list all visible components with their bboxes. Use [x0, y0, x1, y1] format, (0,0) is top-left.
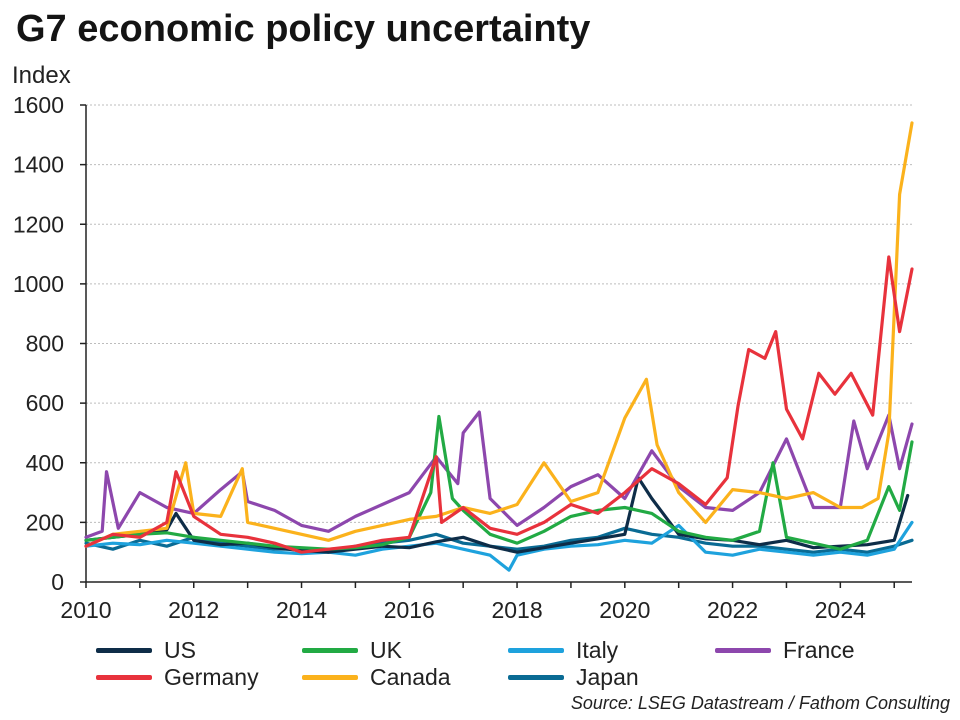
- series-line-uk: [84, 414, 914, 551]
- legend-item-italy: Italy: [508, 637, 618, 663]
- legend-item-us: US: [96, 637, 196, 663]
- legend-item-japan: Japan: [508, 664, 639, 690]
- y-tick-label: 0: [51, 569, 64, 595]
- chart-title: G7 economic policy uncertainty: [16, 8, 591, 50]
- legend-swatch: [715, 647, 771, 653]
- x-tick-label: 2024: [815, 597, 866, 623]
- legend-swatch: [96, 647, 152, 653]
- y-tick-label: 1400: [13, 152, 64, 178]
- x-tick-label: 2014: [276, 597, 327, 623]
- legend-item-germany: Germany: [96, 664, 259, 690]
- y-axis-label: Index: [12, 62, 71, 89]
- legend-item-uk: UK: [302, 637, 402, 663]
- x-tick-label: 2018: [491, 597, 542, 623]
- y-tick-label: 200: [26, 509, 64, 535]
- legend-label: Canada: [370, 663, 451, 690]
- y-tick-label: 1200: [13, 211, 64, 237]
- legend-label: US: [164, 636, 196, 663]
- legend-swatch: [96, 674, 152, 680]
- legend-item-canada: Canada: [302, 664, 451, 690]
- legend-swatch: [508, 647, 564, 653]
- legend-label: France: [783, 636, 855, 663]
- y-tick-label: 1600: [13, 92, 64, 118]
- legend-label: Germany: [164, 663, 259, 690]
- legend-item-france: France: [715, 637, 855, 663]
- series-line-germany: [84, 255, 914, 554]
- x-tick-label: 2012: [168, 597, 219, 623]
- legend-swatch: [302, 647, 358, 653]
- series-line-france: [84, 410, 914, 539]
- x-tick-label: 2010: [60, 597, 111, 623]
- x-tick-label: 2016: [384, 597, 435, 623]
- legend-label: UK: [370, 636, 402, 663]
- legend-label: Italy: [576, 636, 619, 663]
- grid-layer: [86, 104, 912, 523]
- axis-layer: [80, 104, 912, 588]
- x-tick-label: 2022: [707, 597, 758, 623]
- series-line-italy: [84, 520, 914, 572]
- x-tick-label: 2020: [599, 597, 650, 623]
- tick-label-layer: 0 200 400 600 800 1000 1200 1400 1600 2010 2012 201…: [13, 92, 866, 623]
- y-tick-label: 1000: [13, 271, 64, 297]
- y-tick-label: 600: [26, 390, 64, 416]
- legend-label: Japan: [576, 663, 639, 690]
- series-line-canada: [84, 121, 914, 548]
- y-tick-label: 800: [26, 331, 64, 357]
- series-line-us: [84, 476, 910, 554]
- series-layer: [84, 121, 914, 572]
- legend-swatch: [302, 674, 358, 680]
- y-tick-label: 400: [26, 450, 64, 476]
- source-note: Source: LSEG Datastream / Fathom Consult…: [570, 693, 950, 713]
- legend-swatch: [508, 674, 564, 680]
